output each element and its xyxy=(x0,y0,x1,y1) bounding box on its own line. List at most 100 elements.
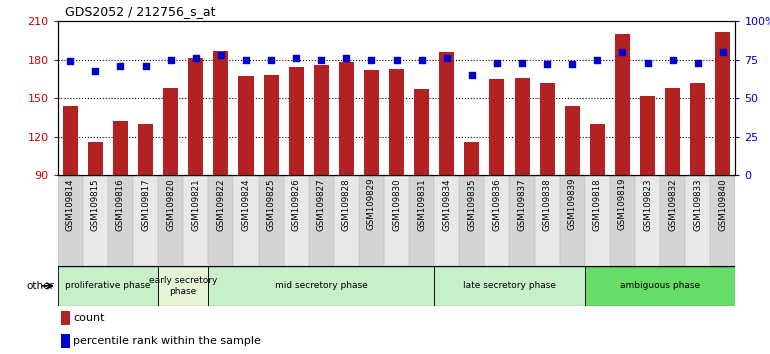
Text: percentile rank within the sample: percentile rank within the sample xyxy=(73,336,261,346)
Bar xyxy=(564,106,580,175)
Bar xyxy=(514,78,530,175)
Text: GSM109834: GSM109834 xyxy=(442,178,451,230)
Bar xyxy=(58,266,158,306)
Point xyxy=(516,60,528,65)
Bar xyxy=(213,51,229,175)
Text: GSM109833: GSM109833 xyxy=(693,178,702,230)
Bar xyxy=(710,175,735,266)
Bar xyxy=(334,175,359,266)
Bar xyxy=(63,106,78,175)
Point xyxy=(315,57,327,63)
Bar xyxy=(434,175,459,266)
Bar xyxy=(439,52,454,175)
Text: GSM109822: GSM109822 xyxy=(216,178,226,230)
Bar xyxy=(209,175,233,266)
Bar xyxy=(610,175,635,266)
Point xyxy=(365,57,377,63)
Point xyxy=(165,57,177,63)
Point xyxy=(239,57,252,63)
Bar xyxy=(665,88,680,175)
Text: GSM109823: GSM109823 xyxy=(643,178,652,230)
Point xyxy=(215,52,227,58)
Bar xyxy=(108,175,133,266)
Bar xyxy=(62,334,69,348)
Text: GSM109821: GSM109821 xyxy=(191,178,200,230)
Point xyxy=(667,57,679,63)
Text: mid secretory phase: mid secretory phase xyxy=(275,281,367,290)
Bar xyxy=(640,96,655,175)
Bar xyxy=(58,175,83,266)
Text: GSM109825: GSM109825 xyxy=(266,178,276,230)
Point xyxy=(114,63,126,69)
Point xyxy=(490,60,503,65)
Text: GSM109831: GSM109831 xyxy=(417,178,426,230)
Point xyxy=(64,58,76,64)
Bar xyxy=(113,121,128,175)
Bar xyxy=(289,67,303,175)
Text: GSM109832: GSM109832 xyxy=(668,178,677,230)
Point xyxy=(340,55,353,61)
Text: GDS2052 / 212756_s_at: GDS2052 / 212756_s_at xyxy=(65,5,216,18)
Bar xyxy=(183,175,209,266)
Bar xyxy=(283,175,309,266)
Point xyxy=(189,55,202,61)
Text: GSM109827: GSM109827 xyxy=(316,178,326,230)
Text: GSM109839: GSM109839 xyxy=(567,178,577,230)
Text: ambiguous phase: ambiguous phase xyxy=(620,281,700,290)
Bar xyxy=(163,88,178,175)
Text: GSM109814: GSM109814 xyxy=(65,178,75,230)
Text: GSM109824: GSM109824 xyxy=(242,178,250,230)
Bar xyxy=(158,175,183,266)
Text: GSM109840: GSM109840 xyxy=(718,178,728,230)
Bar xyxy=(635,175,660,266)
Bar xyxy=(62,311,69,325)
Bar xyxy=(584,266,735,306)
Text: proliferative phase: proliferative phase xyxy=(65,281,151,290)
Text: GSM109816: GSM109816 xyxy=(116,178,125,230)
Bar xyxy=(88,142,103,175)
Bar xyxy=(158,266,209,306)
Point xyxy=(440,55,453,61)
Bar xyxy=(590,124,605,175)
Bar xyxy=(615,34,630,175)
Point xyxy=(566,62,578,67)
Point xyxy=(616,49,628,55)
Bar xyxy=(384,175,409,266)
Bar xyxy=(309,175,334,266)
Point xyxy=(641,60,654,65)
Point xyxy=(390,57,403,63)
Bar xyxy=(239,76,253,175)
Text: GSM109826: GSM109826 xyxy=(292,178,300,230)
Point xyxy=(591,57,604,63)
Point xyxy=(416,57,428,63)
Bar xyxy=(83,175,108,266)
Bar xyxy=(233,175,259,266)
Text: GSM109835: GSM109835 xyxy=(467,178,477,230)
Bar xyxy=(364,70,379,175)
Text: GSM109829: GSM109829 xyxy=(367,178,376,230)
Text: GSM109837: GSM109837 xyxy=(517,178,527,230)
Text: GSM109830: GSM109830 xyxy=(392,178,401,230)
Bar xyxy=(339,62,354,175)
Bar xyxy=(188,58,203,175)
Text: GSM109817: GSM109817 xyxy=(141,178,150,230)
Bar xyxy=(359,175,384,266)
Text: GSM109815: GSM109815 xyxy=(91,178,100,230)
Text: GSM109836: GSM109836 xyxy=(493,178,501,230)
Text: other: other xyxy=(26,281,54,291)
Point xyxy=(541,62,554,67)
Text: late secretory phase: late secretory phase xyxy=(463,281,556,290)
Point xyxy=(89,68,102,73)
Bar xyxy=(715,32,730,175)
Bar xyxy=(540,83,554,175)
Bar xyxy=(434,266,584,306)
Bar xyxy=(534,175,560,266)
Bar xyxy=(484,175,510,266)
Bar xyxy=(389,69,404,175)
Text: early secretory
phase: early secretory phase xyxy=(149,276,217,296)
Bar xyxy=(263,75,279,175)
Bar xyxy=(414,89,429,175)
Text: GSM109819: GSM109819 xyxy=(618,178,627,230)
Bar xyxy=(560,175,584,266)
Bar xyxy=(259,175,283,266)
